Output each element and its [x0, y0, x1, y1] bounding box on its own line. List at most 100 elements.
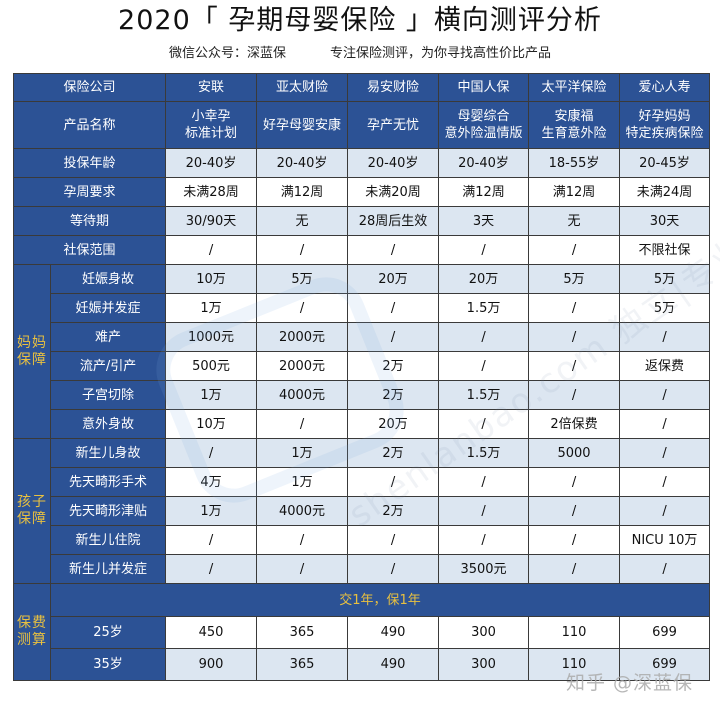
company-name: 爱心人寿 — [619, 73, 711, 102]
table-cell: / — [619, 322, 711, 352]
row-label: 投保年龄 — [12, 148, 167, 178]
table-cell: 699 — [619, 648, 711, 681]
table-cell: 5万 — [619, 264, 711, 294]
table-cell: 1000元 — [165, 322, 258, 352]
table-cell: / — [165, 554, 258, 584]
table-row: 等待期 30/90天无 28周后生效 3天无 30天 — [12, 206, 711, 236]
table-cell: / — [528, 235, 621, 265]
table-cell: 20万 — [347, 409, 440, 439]
table-cell: / — [256, 525, 349, 555]
table-cell: 5万 — [528, 264, 621, 294]
table-row: 35岁 900 365 490 300 110 699 — [14, 648, 711, 681]
table-cell: / — [347, 293, 440, 323]
table-row: 投保年龄 20-40岁 20-40岁 20-40岁 20-40岁 18-55岁 20-45岁 — [12, 148, 711, 178]
header-row-companies: 保险公司 安联 亚太财险 易安财险 中国人保 太平洋保险 爱心人寿 — [12, 73, 711, 102]
table-cell: 2000元 — [256, 351, 349, 381]
table-cell: 28周后生效 — [347, 206, 440, 236]
table-cell: 18-55岁 — [528, 148, 621, 178]
product-name: 好孕妈妈 特定疾病保险 — [619, 101, 711, 149]
table-row: 新生儿住院 / / / / / NICU 10万 — [14, 525, 711, 555]
table-row: 社保范围 / / / / / 不限社保 — [12, 235, 711, 265]
row-label: 孕周要求 — [12, 177, 167, 207]
table-cell: 110 — [528, 616, 621, 649]
table-cell: 满12周 — [438, 177, 530, 207]
row-label: 子宫切除 — [49, 380, 167, 410]
row-label: 难产 — [49, 322, 167, 352]
table-cell: / — [438, 235, 530, 265]
table-cell: 450 — [165, 616, 258, 649]
table-cell: / — [347, 554, 440, 584]
table-cell: 2万 — [347, 380, 440, 410]
table-cell: 1.5万 — [438, 293, 530, 323]
table-cell: / — [165, 235, 258, 265]
row-label: 产品名称 — [12, 101, 167, 149]
table-cell: 1.5万 — [438, 438, 530, 468]
table-row: 先天畸形津贴 1万 4000元 2万 / / / — [14, 496, 711, 526]
table-cell: 1万 — [165, 380, 258, 410]
table-cell: 1万 — [256, 467, 349, 497]
table-row: 意外身故 10万/20万/2倍保费 / — [14, 409, 711, 439]
table-row: 孩子 保障 新生儿身故/1万 2万 1.5万 5000/ — [13, 438, 711, 584]
table-cell: / — [438, 322, 530, 352]
table-cell: / — [438, 467, 530, 497]
table-cell: 4万 — [165, 467, 258, 497]
table-cell: / — [347, 322, 440, 352]
table-cell: 20-45岁 — [619, 148, 711, 178]
row-label: 意外身故 — [49, 409, 167, 439]
table-cell: 2倍保费 — [528, 409, 621, 439]
table-cell: 未满20周 — [347, 177, 440, 207]
row-label: 新生儿身故 — [49, 438, 167, 468]
table-cell: / — [619, 438, 711, 468]
row-label: 25岁 — [49, 616, 167, 649]
row-label: 社保范围 — [12, 235, 167, 265]
table-cell: 20万 — [347, 264, 440, 294]
product-name: 母婴综合 意外险温情版 — [438, 101, 530, 149]
table-cell: / — [619, 554, 711, 584]
table-cell: 20-40岁 — [438, 148, 530, 178]
table-cell: 699 — [619, 616, 711, 649]
premium-note-row: 保费 测算 交1年，保1年 — [13, 583, 711, 681]
row-label: 35岁 — [49, 648, 167, 681]
comparison-table: 保险公司 安联 亚太财险 易安财险 中国人保 太平洋保险 爱心人寿 产品名称 小幸孕 标准计划 好孕… — [12, 73, 711, 681]
table-row: 25岁 450 365 490 300 110 699 — [14, 616, 711, 649]
table-cell: 300 — [438, 648, 530, 681]
table-cell: 10万 — [165, 264, 258, 294]
table-cell: 20-40岁 — [256, 148, 349, 178]
company-name: 安联 — [165, 73, 258, 102]
table-cell: / — [528, 554, 621, 584]
table-cell: 3天 — [438, 206, 530, 236]
table-cell: / — [165, 438, 258, 468]
table-cell: 5万 — [619, 293, 711, 323]
row-label: 新生儿并发症 — [49, 554, 167, 584]
product-name: 孕产无忧 — [347, 101, 440, 149]
table-cell: 490 — [347, 648, 440, 681]
table-cell: / — [438, 525, 530, 555]
table-cell: / — [256, 293, 349, 323]
company-name: 易安财险 — [347, 73, 440, 102]
row-label: 流产/引产 — [49, 351, 167, 381]
product-name: 安康福 生育意外险 — [528, 101, 621, 149]
table-cell: / — [619, 409, 711, 439]
table-cell: / — [256, 235, 349, 265]
table-cell: / — [438, 496, 530, 526]
table-cell: 满12周 — [256, 177, 349, 207]
company-name: 亚太财险 — [256, 73, 349, 102]
table-cell: / — [528, 380, 621, 410]
table-row: 孕周要求 未满28周 满12周 未满20周 满12周 满12周 未满24周 — [12, 177, 711, 207]
table-cell: / — [528, 322, 621, 352]
table-cell: / — [528, 351, 621, 381]
table-row: 妊娠并发症 1万 //1.5万/5万 — [14, 293, 711, 323]
table-cell: 2万 — [347, 496, 440, 526]
slogan: 专注保险测评，为你寻找高性价比产品 — [330, 46, 552, 61]
table-row: 难产 1000元 2000元 / / / / — [14, 322, 711, 352]
table-row: 先天畸形手术 4万 1万 / / / / — [14, 467, 711, 497]
table-cell: 1万 — [256, 438, 349, 468]
table-cell: 20万 — [438, 264, 530, 294]
premium-note: 交1年，保1年 — [49, 583, 711, 617]
table-cell: 2000元 — [256, 322, 349, 352]
table-cell: / — [256, 554, 349, 584]
table-cell: 30天 — [619, 206, 711, 236]
table-cell: 5000 — [528, 438, 621, 468]
table-cell: 不限社保 — [619, 235, 711, 265]
section-label: 妈妈 保障 — [13, 264, 51, 439]
